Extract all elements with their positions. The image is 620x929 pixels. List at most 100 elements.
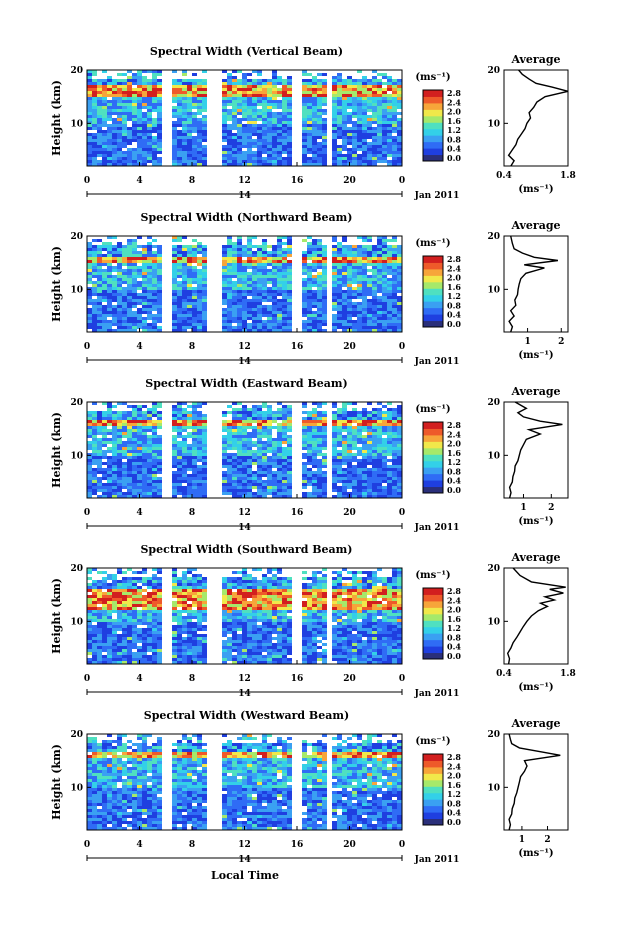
heatmap-cell	[152, 91, 157, 94]
heatmap-cell	[237, 414, 242, 417]
heatmap-cell	[332, 278, 337, 281]
heatmap-cell	[337, 260, 342, 263]
colorbar-segment	[423, 268, 443, 276]
heatmap-cell	[387, 311, 392, 314]
heatmap-cell	[252, 453, 257, 456]
heatmap-cell	[277, 248, 282, 251]
heatmap-cell	[347, 459, 352, 462]
heatmap-cell	[117, 329, 122, 332]
heatmap-cell	[232, 88, 237, 91]
heatmap-cell	[337, 495, 342, 498]
heatmap-cell	[112, 456, 117, 459]
heatmap-cell	[387, 408, 392, 411]
heatmap-cell	[392, 299, 397, 302]
heatmap-cell	[137, 112, 142, 115]
heatmap-cell	[302, 471, 307, 474]
heatmap-cell	[247, 281, 252, 284]
heatmap-cell	[222, 299, 227, 302]
heatmap-cell	[202, 82, 207, 85]
heatmap-cell	[232, 100, 237, 103]
heatmap-cell	[92, 589, 97, 592]
heatmap-cell	[222, 154, 227, 157]
heatmap-cell	[137, 420, 142, 423]
heatmap-cell	[352, 426, 357, 429]
heatmap-cell	[252, 420, 257, 423]
heatmap-cell	[277, 447, 282, 450]
heatmap-cell	[242, 411, 247, 414]
heatmap-cell	[322, 139, 327, 142]
heatmap-cell	[377, 251, 382, 254]
heatmap-cell	[387, 272, 392, 275]
heatmap-cell	[317, 136, 322, 139]
heatmap-cell	[92, 411, 97, 414]
panel-title: Spectral Width (Eastward Beam)	[145, 377, 347, 390]
heatmap-cell	[272, 483, 277, 486]
heatmap-cell	[197, 287, 202, 290]
heatmap-cell	[252, 281, 257, 284]
heatmap-cell	[142, 435, 147, 438]
heatmap-cell	[382, 157, 387, 160]
heatmap-cell	[127, 88, 132, 91]
heatmap-cell	[372, 106, 377, 109]
heatmap-cell	[372, 465, 377, 468]
colorbar-segment	[423, 141, 443, 149]
heatmap-cell	[337, 441, 342, 444]
heatmap-cell	[257, 85, 262, 88]
heatmap-cell	[367, 100, 372, 103]
heatmap-cell	[227, 257, 232, 260]
heatmap-cell	[332, 121, 337, 124]
heatmap-cell	[117, 311, 122, 314]
heatmap-cell	[342, 429, 347, 432]
heatmap-cell	[332, 293, 337, 296]
heatmap-cell	[257, 88, 262, 91]
heatmap-cell	[92, 70, 97, 73]
heatmap-cell	[277, 94, 282, 97]
heatmap-cell	[282, 266, 287, 269]
heatmap-cell	[362, 136, 367, 139]
heatmap-cell	[122, 311, 127, 314]
heatmap-cell	[127, 157, 132, 160]
heatmap-cell	[257, 447, 262, 450]
heatmap-cell	[287, 435, 292, 438]
heatmap-cell	[172, 465, 177, 468]
heatmap-cell	[277, 245, 282, 248]
heatmap-cell	[257, 79, 262, 82]
heatmap-cell	[362, 495, 367, 498]
heatmap-cell	[312, 444, 317, 447]
heatmap-cell	[357, 296, 362, 299]
heatmap-cell	[137, 423, 142, 426]
heatmap-cell	[377, 254, 382, 257]
heatmap-cell	[132, 441, 137, 444]
heatmap-cell	[157, 103, 162, 106]
profile-y-tick-label: 10	[487, 119, 500, 129]
heatmap-cell	[232, 447, 237, 450]
heatmap-cell	[257, 154, 262, 157]
heatmap-cell	[197, 245, 202, 248]
colorbar-segment	[423, 122, 443, 130]
heatmap-cell	[172, 299, 177, 302]
heatmap-cell	[147, 417, 152, 420]
heatmap-cell	[197, 480, 202, 483]
heatmap-cell	[272, 254, 277, 257]
heatmap-cell	[107, 245, 112, 248]
heatmap-cell	[227, 76, 232, 79]
heatmap-cell	[127, 79, 132, 82]
heatmap-cell	[112, 248, 117, 251]
heatmap-cell	[87, 619, 92, 622]
heatmap-cell	[267, 163, 272, 166]
heatmap-cell	[117, 317, 122, 320]
heatmap-cell	[392, 296, 397, 299]
heatmap-cell	[152, 296, 157, 299]
heatmap-cell	[102, 296, 107, 299]
heatmap-cell	[367, 314, 372, 317]
heatmap-cell	[277, 486, 282, 489]
heatmap-cell	[92, 287, 97, 290]
heatmap-cell	[392, 420, 397, 423]
heatmap-cell	[97, 85, 102, 88]
heatmap-cell	[267, 278, 272, 281]
heatmap-cell	[342, 314, 347, 317]
heatmap-cell	[382, 151, 387, 154]
heatmap-cell	[357, 130, 362, 133]
heatmap-cell	[357, 465, 362, 468]
heatmap-cell	[342, 495, 347, 498]
